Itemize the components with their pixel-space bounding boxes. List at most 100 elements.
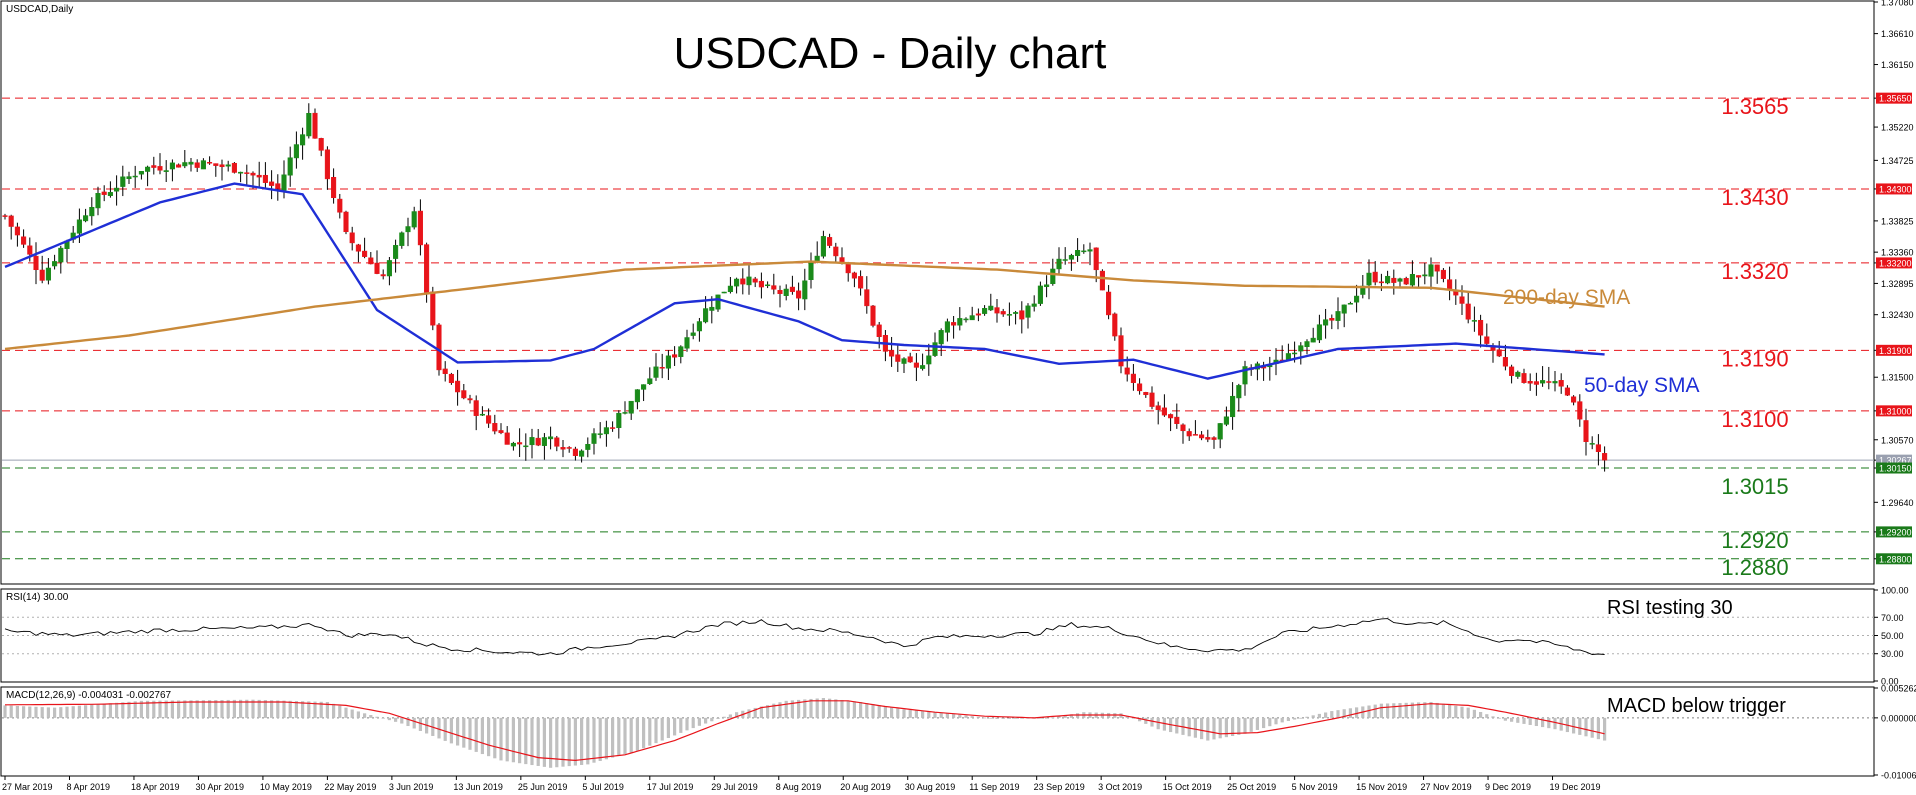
candle-body xyxy=(517,442,523,445)
candle-body xyxy=(1242,366,1248,385)
candle-body xyxy=(219,164,225,168)
candle-body xyxy=(1316,324,1322,341)
candle-body xyxy=(169,162,175,170)
macd-bar xyxy=(1144,717,1148,724)
macd-bar xyxy=(363,713,367,718)
candle-body xyxy=(424,244,430,293)
candle-body xyxy=(89,207,95,217)
macd-bar xyxy=(908,709,912,718)
macd-bar xyxy=(1429,701,1433,718)
candle-body xyxy=(541,437,547,446)
macd-bar xyxy=(356,711,360,718)
candle-body xyxy=(145,166,151,172)
macd-bar xyxy=(1237,717,1241,735)
macd-bar xyxy=(381,717,385,719)
candle-body xyxy=(889,350,895,357)
levels: 1.3565 1.3430 1.3320 1.3190 1.3100 1.3015 1.29… xyxy=(2,94,1874,580)
candle-body xyxy=(58,247,64,263)
candle-body xyxy=(610,427,616,429)
macd-bar xyxy=(629,717,633,753)
candle-body xyxy=(455,380,461,393)
macd-bar xyxy=(1547,717,1551,729)
macd-bar xyxy=(1379,703,1383,718)
candle-body xyxy=(1409,274,1415,286)
date-label: 10 May 2019 xyxy=(260,782,312,792)
price-axis: 1.37080 1.36610 1.36150 1.35650 1.35220 1.347… xyxy=(1874,0,1914,565)
price-tick-label: 1.35220 xyxy=(1881,123,1914,133)
macd-bar xyxy=(1497,717,1501,719)
rsi-plot: 100.00 70.00 50.00 30.00 0.00 xyxy=(2,586,1909,687)
macd-bar xyxy=(1249,717,1253,732)
candle-body xyxy=(684,337,690,349)
sma-lines xyxy=(4,182,1605,380)
candle-body xyxy=(709,306,715,311)
macd-bar xyxy=(945,713,949,718)
candle-body xyxy=(1533,381,1539,385)
candle-body xyxy=(45,267,51,281)
candle-body xyxy=(696,321,702,332)
macd-bar xyxy=(933,712,937,718)
macd-bar xyxy=(1317,713,1321,718)
candle-body xyxy=(1329,317,1335,321)
date-label: 3 Jun 2019 xyxy=(389,782,434,792)
candle-body xyxy=(1372,271,1378,283)
candle-body xyxy=(1304,341,1310,347)
candle-body xyxy=(659,367,665,369)
macd-bar xyxy=(1268,717,1272,727)
macd-bar xyxy=(1572,717,1576,734)
candle-body xyxy=(1285,353,1291,360)
macd-bar xyxy=(697,717,701,726)
macd-bar xyxy=(344,707,348,718)
candle-body xyxy=(1484,336,1490,344)
candle-body xyxy=(238,171,244,174)
rsi-tick-label: 50.00 xyxy=(1881,631,1904,641)
candle-body xyxy=(176,164,182,168)
price-tick-label: 1.30150 xyxy=(1879,464,1912,474)
price-tick-label: 1.33200 xyxy=(1879,258,1912,268)
candle-body xyxy=(1155,405,1161,411)
macd-bar xyxy=(462,717,466,748)
candle-body xyxy=(690,332,696,336)
macd-bar xyxy=(902,709,906,718)
candle-body xyxy=(1602,453,1608,461)
macd-bar xyxy=(46,707,50,718)
candle-body xyxy=(1006,314,1012,316)
candle-body xyxy=(231,162,237,173)
macd-bar xyxy=(1590,717,1594,738)
macd-bar xyxy=(1014,717,1018,719)
candle-body xyxy=(678,346,684,357)
macd-tick-label: 0.005262 xyxy=(1881,684,1916,694)
macd-bar xyxy=(691,717,695,729)
candle-body xyxy=(740,278,746,285)
candle-body xyxy=(1583,420,1589,442)
candle-body xyxy=(1397,278,1403,282)
candle-body xyxy=(765,284,771,287)
macd-bar xyxy=(1454,705,1458,718)
candle-body xyxy=(994,307,1000,314)
macd-bar xyxy=(766,705,770,718)
level-tag xyxy=(1876,462,1912,474)
candle-body xyxy=(1037,285,1043,304)
candle-body xyxy=(957,318,963,326)
candle-body xyxy=(101,191,107,195)
candle-body xyxy=(1509,366,1515,376)
candle-body xyxy=(1540,380,1546,384)
macd-bar xyxy=(840,699,844,718)
macd-bar xyxy=(468,717,472,750)
macd-bar xyxy=(1423,702,1427,718)
date-label: 23 Sep 2019 xyxy=(1034,782,1085,792)
price-tick-label: 1.31500 xyxy=(1881,373,1914,383)
level-label: 1.3100 xyxy=(1721,407,1788,432)
candle-body xyxy=(1347,303,1353,305)
macd-bar xyxy=(648,717,652,746)
macd-bar xyxy=(34,706,38,718)
macd-bar xyxy=(623,717,627,755)
date-label: 29 Jul 2019 xyxy=(711,782,758,792)
macd-bar xyxy=(617,717,621,756)
candle-body xyxy=(1403,278,1409,285)
candle-body xyxy=(535,437,541,446)
macd-bar xyxy=(834,699,838,718)
macd-bar xyxy=(976,716,980,718)
macd-bar xyxy=(586,717,590,765)
